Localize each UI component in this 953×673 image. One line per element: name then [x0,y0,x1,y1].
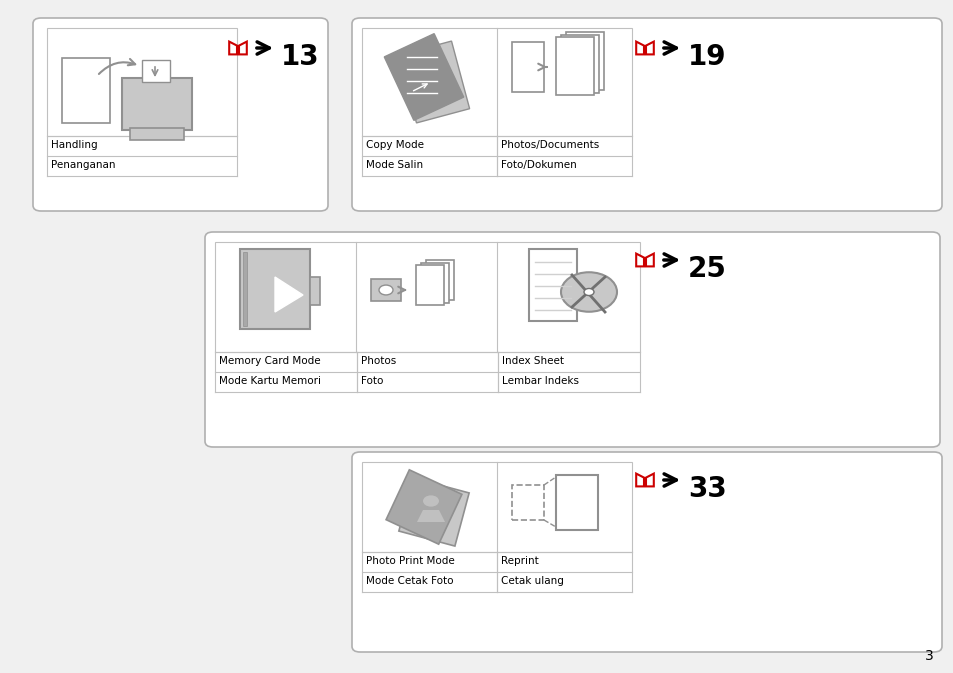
Bar [556,475,598,530]
FancyBboxPatch shape [33,18,328,211]
Polygon shape [645,42,653,55]
Circle shape [560,273,617,312]
Polygon shape [229,42,236,55]
Polygon shape [398,41,469,123]
Bar [122,78,192,130]
Text: Mode Cetak Foto: Mode Cetak Foto [366,576,453,586]
Bar [426,260,454,300]
Bar [310,277,319,305]
Text: Foto: Foto [360,376,383,386]
Bar [556,37,594,95]
Text: Reprint: Reprint [500,556,538,566]
Bar [565,32,603,90]
Text: Photos: Photos [360,356,395,366]
Text: 33: 33 [687,475,726,503]
Text: Mode Kartu Memori: Mode Kartu Memori [219,376,320,386]
Bar [416,265,443,305]
Bar [214,242,639,352]
Polygon shape [239,42,247,55]
Polygon shape [645,474,653,487]
Bar [361,28,631,136]
Bar [420,263,449,303]
Polygon shape [645,254,653,267]
Polygon shape [384,34,463,120]
Polygon shape [416,510,444,522]
Text: Handling: Handling [51,140,97,150]
Text: Foto/Dokumen: Foto/Dokumen [500,160,577,170]
Text: Photos/Documents: Photos/Documents [500,140,598,150]
Text: Lembar Indeks: Lembar Indeks [502,376,578,386]
FancyBboxPatch shape [352,452,941,652]
Bar [243,252,247,326]
Bar [62,58,110,123]
Bar [512,42,543,92]
Polygon shape [386,470,461,544]
Text: Copy Mode: Copy Mode [366,140,423,150]
Bar [130,128,184,140]
Polygon shape [274,277,303,312]
Polygon shape [398,478,469,546]
Text: Penanganan: Penanganan [51,160,115,170]
Bar [361,462,631,552]
Bar [512,485,543,520]
Text: Cetak ulang: Cetak ulang [500,576,563,586]
Text: 19: 19 [687,43,726,71]
Text: Mode Salin: Mode Salin [366,160,423,170]
Polygon shape [636,42,643,55]
Polygon shape [636,474,643,487]
Text: 13: 13 [281,43,319,71]
Bar [529,249,577,321]
Circle shape [378,285,393,295]
Bar [240,249,310,329]
Text: 25: 25 [687,255,726,283]
FancyBboxPatch shape [205,232,939,447]
Bar [47,28,236,136]
Text: Index Sheet: Index Sheet [502,356,564,366]
Text: Memory Card Mode: Memory Card Mode [219,356,320,366]
FancyBboxPatch shape [352,18,941,211]
Circle shape [583,289,594,295]
Text: Photo Print Mode: Photo Print Mode [366,556,455,566]
Text: 3: 3 [924,649,933,663]
Circle shape [422,495,438,507]
Bar [560,35,598,93]
Polygon shape [636,254,643,267]
Bar [142,60,170,82]
Bar [371,279,400,301]
